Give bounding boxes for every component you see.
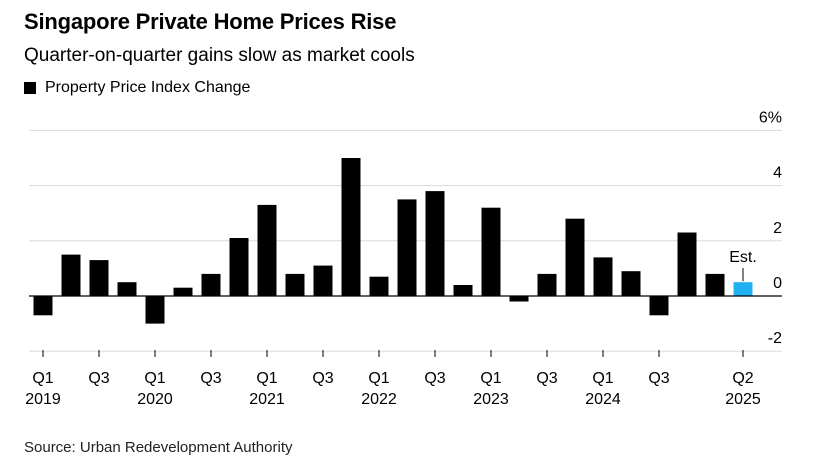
- source-note: Source: Urban Redevelopment Authority: [24, 439, 293, 456]
- bar: [537, 273, 557, 296]
- tick-labels: -2 0 2 4 6% Est. Q1 2019 Q3 Q1 2020 Q3 Q1 2021 Q3 Q1 202…: [25, 109, 782, 408]
- bar: [509, 296, 529, 302]
- bar: [677, 232, 697, 296]
- bar: [369, 276, 389, 296]
- x-tick-label: Q1: [144, 370, 165, 387]
- bar: [649, 296, 669, 316]
- x-tick-label: Q3: [424, 370, 445, 387]
- legend: Property Price Index Change: [24, 79, 250, 97]
- bar: [341, 158, 361, 296]
- x-tick-year-label: 2023: [473, 391, 509, 408]
- x-tick-year-label: 2024: [585, 391, 621, 408]
- x-tick-year-label: 2025: [725, 391, 761, 408]
- x-tick-label: Q3: [88, 370, 109, 387]
- x-tick-label: Q1: [592, 370, 613, 387]
- bar: [621, 271, 641, 296]
- y-tick-label: 6%: [759, 109, 782, 126]
- x-tick-label: Q1: [32, 370, 53, 387]
- axes: [29, 268, 782, 357]
- bar: [453, 285, 473, 296]
- bar: [313, 265, 333, 296]
- bars: [33, 158, 753, 324]
- x-tick-label: Q1: [480, 370, 501, 387]
- bar: [173, 287, 193, 296]
- chart-subtitle: Quarter-on-quarter gains slow as market …: [24, 45, 415, 66]
- bar: [397, 199, 417, 296]
- y-tick-label: 0: [773, 275, 782, 292]
- legend-swatch: [24, 82, 36, 94]
- bar: [425, 191, 445, 296]
- x-tick-year-label: 2021: [249, 391, 285, 408]
- bar: [229, 238, 249, 296]
- x-tick-year-label: 2020: [137, 391, 173, 408]
- bar: [257, 204, 277, 296]
- bar: [145, 296, 165, 324]
- bar: [705, 273, 725, 296]
- bar: [481, 207, 501, 296]
- legend-label: Property Price Index Change: [45, 79, 251, 96]
- x-tick-label: Q1: [368, 370, 389, 387]
- y-tick-label: 4: [773, 165, 782, 182]
- bar: [117, 282, 137, 296]
- bar-estimate: [733, 282, 753, 296]
- chart-title: Singapore Private Home Prices Rise: [24, 9, 397, 34]
- bar: [33, 296, 53, 316]
- bar-chart: -2 0 2 4 6% Est. Q1 2019 Q3 Q1 2020 Q3 Q1 2021 Q3 Q1 202…: [25, 109, 782, 408]
- bar: [593, 257, 613, 296]
- estimate-label: Est.: [729, 249, 757, 266]
- x-tick-year-label: 2022: [361, 391, 397, 408]
- bar: [61, 254, 81, 296]
- x-tick-label: Q2: [732, 370, 753, 387]
- bar: [565, 218, 585, 296]
- y-tick-label: -2: [768, 330, 782, 347]
- x-tick-label: Q3: [536, 370, 557, 387]
- bar: [201, 273, 221, 296]
- x-tick-label: Q3: [312, 370, 333, 387]
- bar: [89, 260, 109, 296]
- x-tick-label: Q3: [200, 370, 221, 387]
- y-tick-label: 2: [773, 220, 782, 237]
- bar: [285, 273, 305, 296]
- x-tick-label: Q1: [256, 370, 277, 387]
- x-tick-year-label: 2019: [25, 391, 61, 408]
- gridlines: [29, 129, 782, 352]
- x-tick-label: Q3: [648, 370, 669, 387]
